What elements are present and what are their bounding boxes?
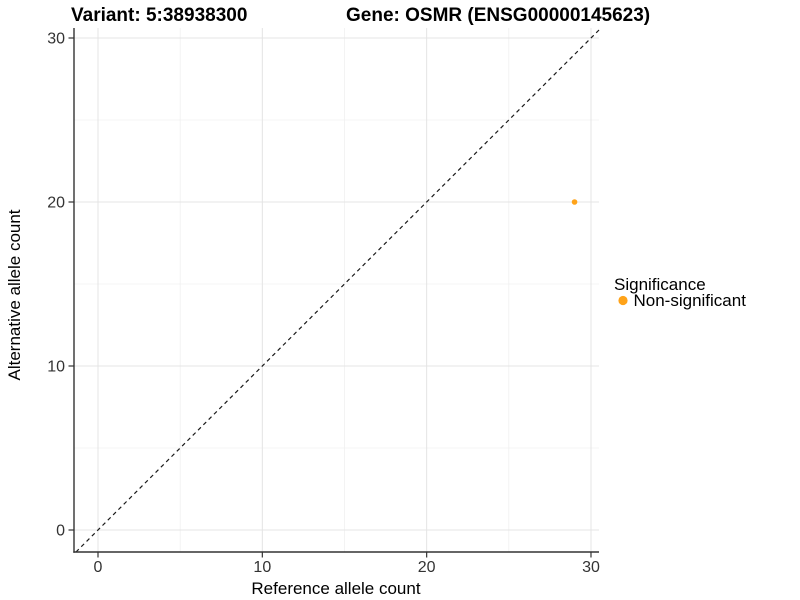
legend-key-dot-icon (618, 295, 628, 306)
legend: Significance Non-significant (614, 275, 746, 310)
tick-label: 0 (94, 559, 103, 576)
grid-major (74, 28, 599, 552)
grid-minor (74, 28, 599, 552)
axis-tick-marks (68, 37, 592, 558)
tick-label: 20 (418, 559, 436, 576)
data-points (571, 199, 578, 205)
legend-item-label: Non-significant (634, 291, 747, 310)
y-axis-title: Alternative allele count (5, 209, 24, 380)
x-axis-title: Reference allele count (251, 579, 420, 598)
axis-tick-labels: 0 10 20 30 0 10 20 30 (47, 31, 600, 577)
tick-label: 30 (582, 559, 600, 576)
data-point (571, 199, 578, 205)
tick-label: 20 (47, 195, 65, 212)
tick-label: 30 (47, 31, 65, 48)
tick-label: 10 (253, 559, 271, 576)
identity-dashed-line (75, 29, 600, 553)
tick-label: 10 (47, 359, 65, 376)
legend-title: Significance (614, 275, 706, 294)
plot-title-variant: Variant: 5:38938300 (71, 5, 247, 26)
tick-label: 0 (56, 523, 65, 540)
plot-title-gene: Gene: OSMR (ENSG00000145623) (346, 5, 650, 26)
